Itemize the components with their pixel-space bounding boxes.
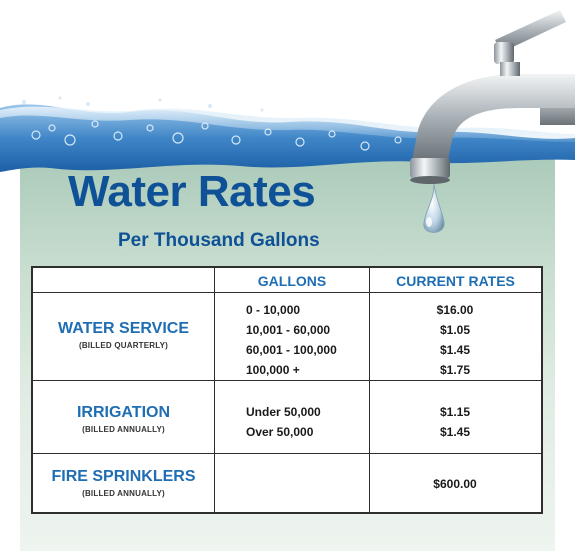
header-gallons: GALLONS	[257, 273, 327, 289]
rate-value: $1.15	[439, 405, 471, 419]
gallons-range: Over 50,000	[246, 425, 314, 439]
rate-value: $1.45	[439, 343, 471, 357]
service-billing: (BILLED QUARTERLY)	[78, 341, 169, 350]
gallons-range: 100,000 +	[246, 363, 300, 377]
page-title: Water Rates	[68, 167, 316, 216]
rate-value: $1.75	[439, 363, 471, 377]
column-divider	[214, 268, 215, 512]
rate-value: $1.05	[439, 323, 471, 337]
service-name: IRRIGATION	[76, 404, 171, 421]
row-divider	[33, 453, 541, 454]
page-subtitle: Per Thousand Gallons	[118, 230, 320, 251]
service-name: FIRE SPRINKLERS	[51, 468, 196, 485]
column-divider	[369, 268, 370, 512]
gallons-range: 10,001 - 60,000	[246, 323, 331, 337]
row-divider	[33, 292, 541, 293]
header-current-rates: CURRENT RATES	[396, 273, 515, 289]
rate-value: $16.00	[436, 303, 474, 317]
gallons-range: 0 - 10,000	[246, 303, 301, 317]
service-billing: (BILLED ANNUALLY)	[82, 489, 165, 498]
service-name: WATER SERVICE	[58, 320, 189, 337]
row-divider	[33, 380, 541, 381]
gallons-range: 60,001 - 100,000	[246, 343, 337, 357]
rate-value: $600.00	[433, 477, 477, 491]
rates-table: GALLONS CURRENT RATES WATER SERVICE (BIL…	[31, 266, 543, 514]
gallons-range: Under 50,000	[246, 405, 321, 419]
service-billing: (BILLED ANNUALLY)	[82, 425, 165, 434]
rate-value: $1.45	[439, 425, 471, 439]
